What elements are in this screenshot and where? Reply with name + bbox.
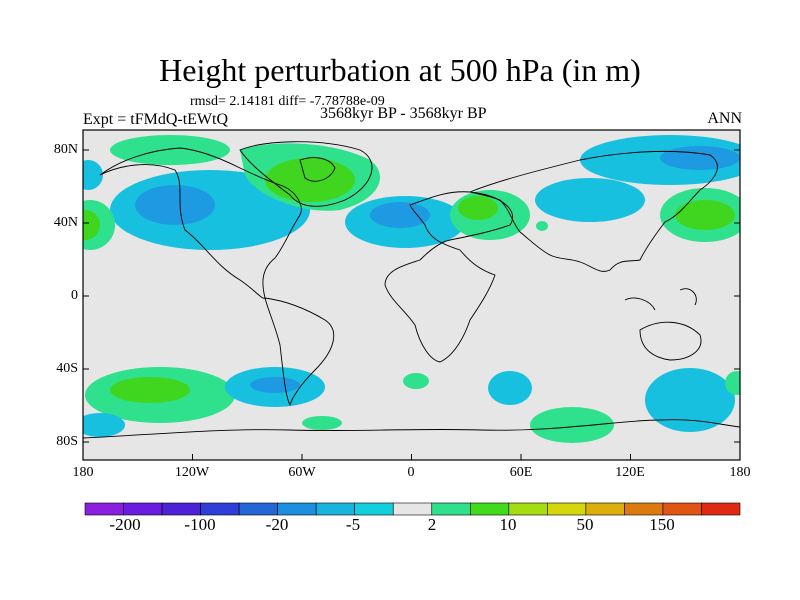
colorbar-swatch — [200, 502, 240, 516]
colorbar — [84, 502, 741, 516]
anomaly-region-negative-strong — [135, 185, 215, 225]
colorbar-swatch — [238, 502, 278, 516]
anomaly-region-negative — [535, 178, 645, 222]
colorbar-swatch — [662, 502, 702, 516]
anomaly-region-positive-strong — [83, 210, 100, 240]
colorbar-swatch — [315, 502, 356, 516]
colorbar-label: -5 — [345, 515, 361, 534]
colorbar-swatch — [701, 502, 741, 516]
lat-label-40n: 40N — [53, 215, 78, 230]
anomaly-region-positive — [530, 407, 614, 443]
colorbar-label: -20 — [265, 515, 289, 534]
lon-label-60w: 60W — [288, 465, 316, 480]
season-label: ANN — [707, 110, 742, 127]
lat-label-80s: 80S — [56, 434, 78, 449]
colorbar-swatch — [123, 502, 163, 516]
colorbar-swatch — [469, 502, 510, 516]
experiment-label: Expt = tFMdQ-tEWtQ — [83, 111, 229, 128]
colorbar-swatch — [392, 502, 433, 516]
colorbar-swatch — [624, 502, 664, 516]
lon-label-0: 0 — [407, 465, 415, 480]
anomaly-region-positive-strong — [265, 158, 355, 202]
anomaly-region-positive-strong — [675, 200, 735, 230]
colorbar-swatch — [161, 502, 201, 516]
lon-label-120w: 120W — [174, 465, 210, 480]
anomaly-region-positive — [110, 135, 230, 165]
colorbar-swatch — [277, 502, 317, 516]
colorbar-label: 50 — [576, 515, 594, 534]
colorbar-label: 150 — [649, 515, 675, 534]
anomaly-region-positive — [536, 221, 548, 231]
colorbar-swatch — [84, 502, 124, 516]
anomaly-contours — [83, 135, 740, 443]
anomaly-region-negative-strong — [370, 202, 430, 228]
lat-label-0: 0 — [71, 288, 78, 303]
colorbar-swatch — [547, 502, 587, 516]
lat-label-40s: 40S — [56, 361, 78, 376]
anomaly-region-positive-strong — [458, 196, 498, 220]
anomaly-region-positive — [403, 373, 429, 389]
colorbar-label: -200 — [109, 515, 141, 534]
colorbar-swatch — [431, 502, 471, 516]
lat-label-80n: 80N — [53, 142, 78, 157]
lon-label-180e: 180 — [729, 465, 751, 480]
anomaly-region-negative — [83, 160, 103, 190]
colorbar-swatch — [585, 502, 625, 516]
anomaly-region-positive — [725, 371, 740, 395]
colorbar-label: -100 — [184, 515, 216, 534]
anomaly-region-negative-strong — [660, 146, 740, 170]
anomaly-region-negative — [488, 371, 532, 405]
anomaly-region-negative — [645, 368, 735, 432]
lon-label-120e: 120E — [615, 465, 645, 480]
anomaly-region-negative-strong — [250, 377, 300, 393]
period-label: 3568kyr BP - 3568kyr BP — [320, 105, 487, 122]
colorbar-label: 10 — [499, 515, 517, 534]
plot-title: Height perturbation at 500 hPa (in m) — [159, 52, 641, 88]
lon-label-180w: 180 — [72, 465, 94, 480]
anomaly-region-positive — [302, 416, 342, 430]
anomaly-region-negative — [83, 413, 125, 437]
anomaly-region-positive-strong — [110, 377, 190, 403]
axis-ticks — [82, 149, 741, 460]
coastlines — [83, 141, 740, 439]
colorbar-label: 2 — [427, 515, 437, 534]
lon-label-60e: 60E — [509, 465, 533, 480]
colorbar-swatch — [354, 502, 394, 516]
stats-text: rmsd= 2.14181 diff= -7.78788e-09 — [190, 94, 385, 109]
colorbar-swatch — [508, 502, 548, 516]
